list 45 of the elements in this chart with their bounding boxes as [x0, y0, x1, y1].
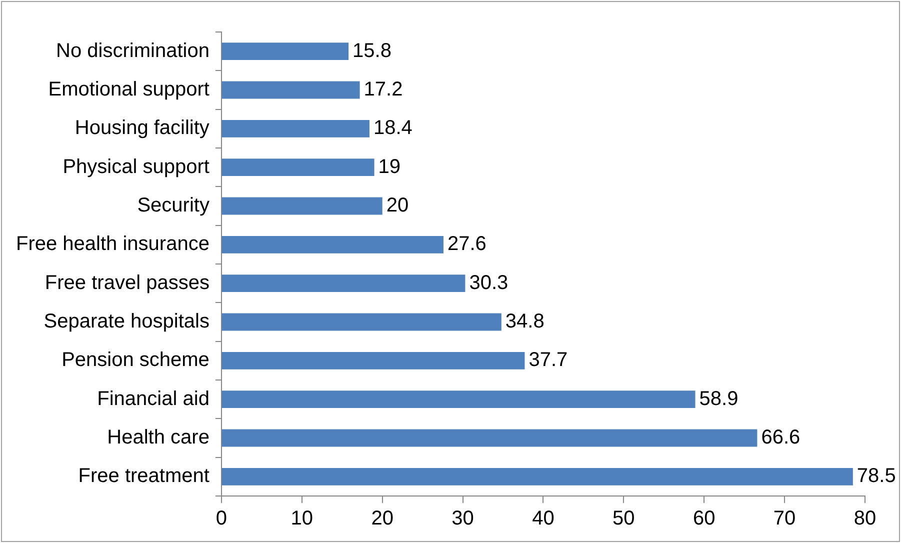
bar: [222, 352, 525, 370]
x-tick-label: 20: [371, 508, 394, 530]
bar: [222, 390, 696, 408]
bar: [222, 81, 360, 99]
data-label: 17.2: [364, 78, 403, 101]
y-tick-label: No discrimination: [56, 40, 210, 62]
bar: [222, 197, 382, 215]
y-tick-label: Physical support: [62, 156, 210, 178]
y-tick-label: Health care: [107, 426, 210, 449]
bar: [222, 468, 853, 486]
x-tick-label: 70: [773, 508, 796, 530]
bar: [222, 429, 758, 447]
y-tick-label: Free treatment: [78, 465, 210, 488]
x-tick-label: 50: [612, 508, 635, 530]
y-tick-label: Financial aid: [97, 388, 210, 410]
bar: [222, 120, 370, 138]
data-label: 27.6: [447, 233, 486, 256]
x-tick-label: 10: [290, 508, 314, 530]
y-tick-label: Pension scheme: [62, 349, 210, 372]
y-tick-label: Emotional support: [48, 78, 210, 101]
x-tick-label: 80: [854, 508, 876, 530]
data-label: 58.9: [699, 388, 738, 410]
data-label: 30.3: [469, 272, 508, 294]
data-label: 15.8: [352, 40, 392, 62]
bar: [222, 158, 374, 176]
y-tick-label: Housing facility: [74, 117, 210, 140]
y-tick-label: Free travel passes: [44, 272, 210, 294]
data-label: 19: [378, 156, 401, 178]
data-label: 37.7: [528, 349, 568, 372]
data-label: 66.6: [761, 426, 800, 449]
bar: [222, 42, 349, 60]
data-label: 20: [386, 194, 409, 217]
bar: [222, 313, 502, 331]
x-tick-label: 40: [532, 508, 554, 530]
data-label: 34.8: [505, 310, 544, 333]
bar: [222, 236, 444, 254]
y-tick-label: Separate hospitals: [44, 310, 210, 333]
x-tick-label: 30: [452, 508, 474, 530]
y-tick-label: Free health insurance: [16, 233, 210, 256]
bar: [222, 274, 466, 292]
data-label: 18.4: [373, 117, 412, 140]
x-tick-label: 60: [692, 508, 716, 530]
x-tick-label: 0: [216, 508, 228, 530]
y-tick-label: Security: [137, 194, 210, 217]
data-label: 78.5: [856, 465, 896, 488]
